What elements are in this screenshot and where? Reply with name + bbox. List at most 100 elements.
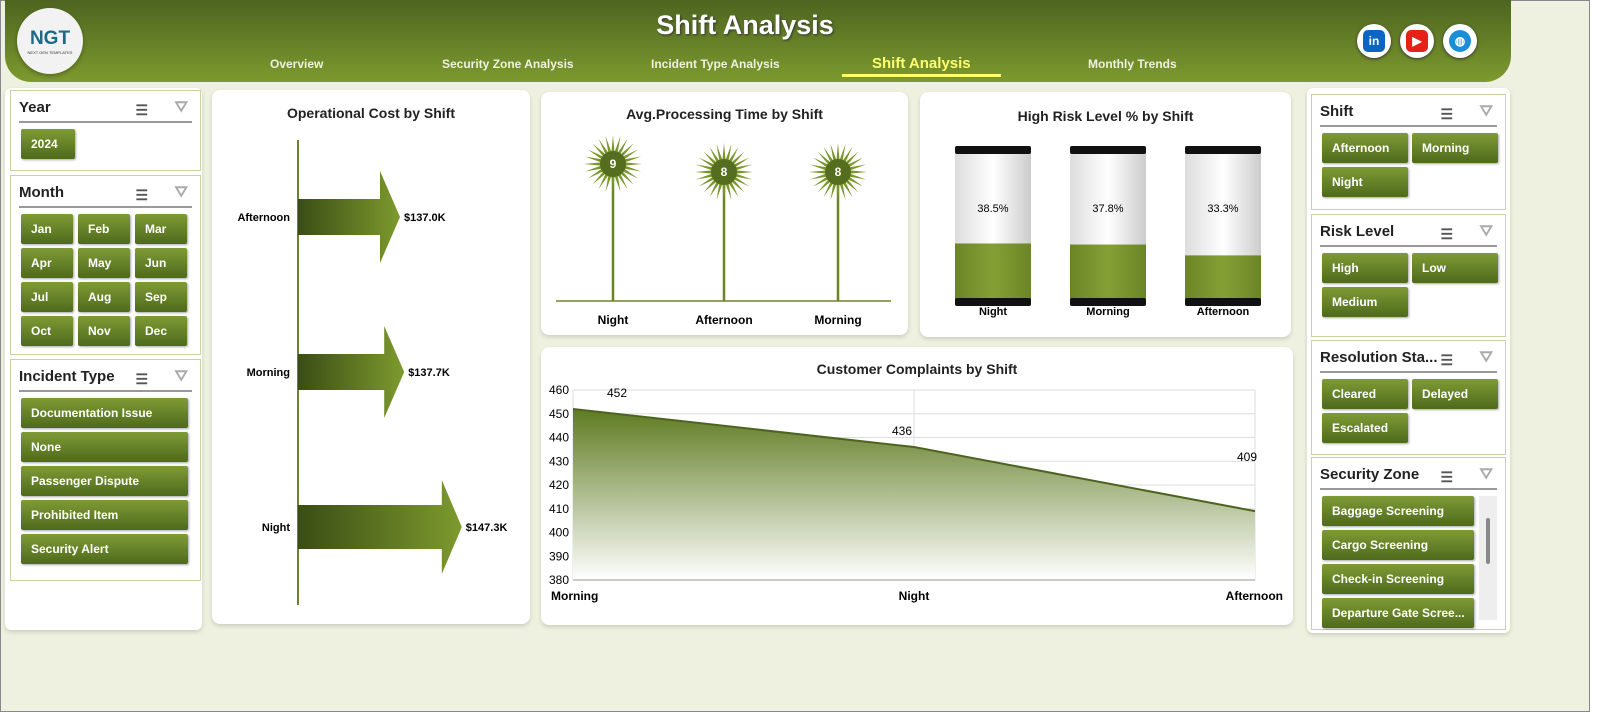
clear-filter-icon[interactable]: ⛛	[1479, 103, 1493, 120]
scrollbar[interactable]	[1479, 496, 1497, 620]
logo-subtext: NEXT GEN TEMPLATES	[27, 49, 73, 55]
slicer-title-text: Risk Level	[1320, 223, 1395, 240]
youtube-icon: ▶	[1406, 30, 1428, 52]
slicer-month-item[interactable]: Apr	[21, 248, 73, 278]
slicer-title-text: Shift	[1320, 103, 1354, 120]
category-label: Morning	[814, 313, 861, 327]
slicer-year-item[interactable]: 2024	[21, 129, 75, 159]
chart-title: Customer Complaints by Shift	[816, 361, 1018, 377]
linkedin-icon: in	[1363, 30, 1385, 52]
lollipop-head	[600, 151, 626, 177]
multi-select-icon[interactable]: ☰	[1440, 106, 1453, 122]
clear-filter-icon[interactable]: ⛛	[1479, 223, 1493, 240]
customer-complaints-chart: 380 390 400 410 420 430 440 450 460 452 Morning 436…	[549, 383, 1283, 603]
cylinder-base	[1070, 298, 1146, 306]
operational-cost-chart: Afternoon $137.0K Morning $137.7K Night $147.…	[237, 140, 508, 605]
tab-incident-type-analysis[interactable]: Incident Type Analysis	[651, 57, 780, 71]
area-line	[572, 408, 1256, 513]
data-label: 452	[607, 386, 627, 400]
tab-overview[interactable]: Overview	[270, 57, 324, 71]
slicer-risk-item[interactable]: Medium	[1322, 287, 1408, 317]
data-label: $147.3K	[466, 522, 508, 534]
slicer-month-item[interactable]: Dec	[135, 316, 187, 346]
slicer-zone-item[interactable]: Departure Gate Scree...	[1322, 598, 1474, 628]
slicer-month-item[interactable]: Feb	[78, 214, 130, 244]
slicer-month-item[interactable]: Mar	[135, 214, 187, 244]
slicer-incident-item[interactable]: Prohibited Item	[21, 500, 188, 530]
slicer-zone-item[interactable]: Cargo Screening	[1322, 530, 1474, 560]
y-tick-label: 380	[549, 573, 569, 587]
bar-arrow	[298, 171, 400, 263]
cylinder-base	[955, 298, 1031, 306]
slicer-incident-item[interactable]: Passenger Dispute	[21, 466, 188, 496]
slicer-month-item[interactable]: May	[78, 248, 130, 278]
y-tick-label: 460	[549, 383, 569, 397]
slicer-title: Month ☰ ⛛	[19, 182, 192, 208]
youtube-button[interactable]: ▶	[1400, 24, 1434, 58]
y-tick-label: 420	[549, 478, 569, 492]
slicer-zone-item[interactable]: Baggage Screening	[1322, 496, 1474, 526]
multi-select-icon[interactable]: ☰	[1440, 226, 1453, 242]
slicer-shift: Shift ☰ ⛛ Afternoon Morning Night	[1311, 94, 1506, 210]
cylinder-cap	[1185, 146, 1261, 154]
slicer-title: Resolution Sta... ☰ ⛛	[1320, 347, 1497, 373]
slicer-incident-item[interactable]: Security Alert	[21, 534, 188, 564]
slicer-year: Year ☰ ⛛ 2024	[10, 90, 201, 171]
clear-filter-icon[interactable]: ⛛	[1479, 349, 1493, 366]
slicer-title: Year ☰ ⛛	[19, 97, 192, 123]
cylinder-cap	[955, 146, 1031, 154]
avg-processing-card: Avg.Processing Time by Shift 9 Night 8 Afte…	[541, 92, 908, 335]
slicer-zone: Security Zone ☰ ⛛ Baggage Screening Cargo Sc…	[1311, 457, 1506, 630]
multi-select-icon[interactable]: ☰	[135, 187, 148, 203]
tab-shift-analysis[interactable]: Shift Analysis	[842, 55, 1001, 77]
tab-monthly-trends[interactable]: Monthly Trends	[1088, 57, 1177, 71]
slicer-shift-item[interactable]: Morning	[1412, 133, 1498, 163]
tab-security-zone-analysis[interactable]: Security Zone Analysis	[442, 57, 574, 71]
data-label: 409	[1237, 450, 1257, 464]
data-label: 38.5%	[977, 203, 1008, 215]
category-label: Afternoon	[1197, 306, 1250, 318]
multi-select-icon[interactable]: ☰	[1440, 352, 1453, 368]
slicer-risk-item[interactable]: Low	[1412, 253, 1498, 283]
slicer-resolution-item[interactable]: Escalated	[1322, 413, 1408, 443]
category-label: Night	[598, 313, 629, 327]
bar-arrow	[298, 326, 405, 418]
linkedin-button[interactable]: in	[1357, 24, 1391, 58]
slicer-month-item[interactable]: Jan	[21, 214, 73, 244]
cylinder-base	[1185, 298, 1261, 306]
slicer-incident-item[interactable]: None	[21, 432, 188, 462]
slicer-resolution-item[interactable]: Delayed	[1412, 379, 1498, 409]
multi-select-icon[interactable]: ☰	[135, 102, 148, 118]
slicer-month-item[interactable]: Jul	[21, 282, 73, 312]
slicer-resolution-item[interactable]: Cleared	[1322, 379, 1408, 409]
lollipop-head	[711, 159, 737, 185]
slicer-month-item[interactable]: Sep	[135, 282, 187, 312]
slicer-shift-item[interactable]: Afternoon	[1322, 133, 1408, 163]
slicer-month-item[interactable]: Jun	[135, 248, 187, 278]
ngt-logo: NGT NEXT GEN TEMPLATES	[17, 8, 83, 74]
x-tick-label: Afternoon	[1226, 589, 1283, 603]
slicer-shift-item[interactable]: Night	[1322, 167, 1408, 197]
scrollbar-thumb[interactable]	[1486, 518, 1490, 564]
slicer-month-item[interactable]: Oct	[21, 316, 73, 346]
cylinder-fill	[1185, 255, 1261, 302]
slicer-zone-item[interactable]: Check-in Screening	[1322, 564, 1474, 594]
slicer-risk-item[interactable]: High	[1322, 253, 1408, 283]
clear-filter-icon[interactable]: ⛛	[1479, 466, 1493, 483]
multi-select-icon[interactable]: ☰	[135, 371, 148, 387]
header-bar: NGT NEXT GEN TEMPLATES Shift Analysis Ove…	[5, 0, 1511, 82]
operational-cost-card: Operational Cost by Shift Afternoon $137.…	[212, 90, 530, 624]
slicer-month-item[interactable]: Aug	[78, 282, 130, 312]
slicer-title: Incident Type ☰ ⛛	[19, 366, 192, 392]
website-button[interactable]: ◍	[1443, 24, 1477, 58]
slicer-incident-item[interactable]: Documentation Issue	[21, 398, 188, 428]
clear-filter-icon[interactable]: ⛛	[174, 184, 188, 201]
category-label: Morning	[247, 367, 290, 379]
slicer-month-item[interactable]: Nov	[78, 316, 130, 346]
logo-text: NGT	[29, 27, 71, 49]
x-tick-label: Morning	[551, 589, 598, 603]
multi-select-icon[interactable]: ☰	[1440, 469, 1453, 485]
clear-filter-icon[interactable]: ⛛	[174, 368, 188, 385]
clear-filter-icon[interactable]: ⛛	[174, 99, 188, 116]
cylinder-cap	[1070, 146, 1146, 154]
